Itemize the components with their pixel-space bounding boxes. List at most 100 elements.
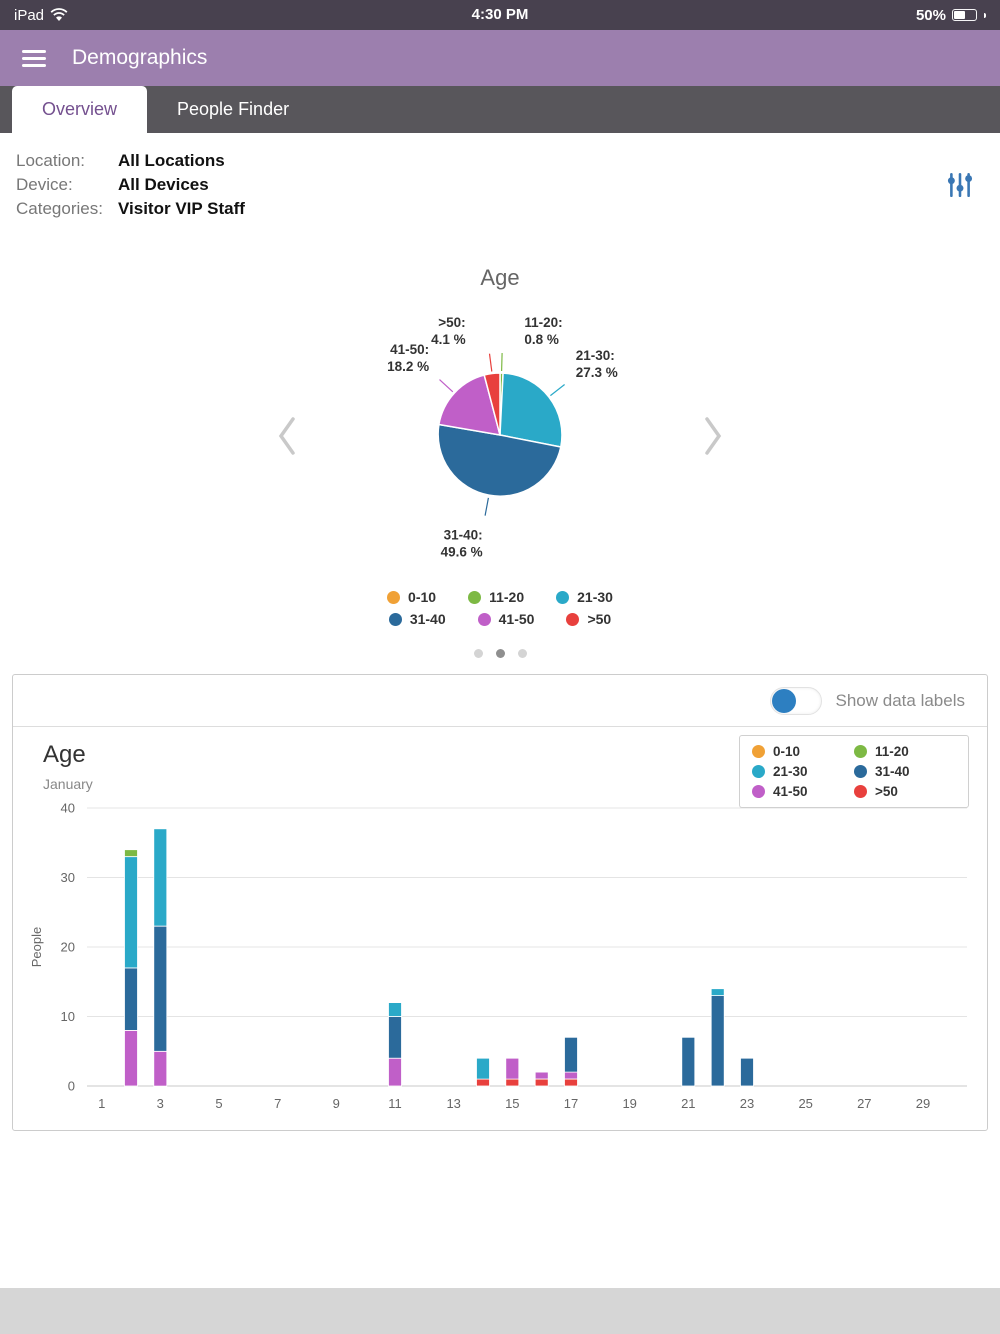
pie-chart-area: 11-20: 0.8 % 21-30: 27.3 % 31-40: 49.6 % 41-50…: [0, 297, 1000, 587]
legend-label: 41-50: [498, 611, 535, 627]
legend-dot: [387, 590, 401, 604]
carousel-next-button[interactable]: [700, 415, 726, 457]
battery-icon: [952, 9, 977, 21]
nav-bar: Demographics: [0, 30, 1000, 86]
legend-item-11-20[interactable]: 11-20: [468, 589, 524, 605]
legend-dot: [854, 745, 867, 758]
pie-label-11-20: 11-20: 0.8 %: [524, 315, 562, 347]
y-axis-title: People: [29, 927, 44, 967]
battery-percent: 50%: [915, 6, 946, 24]
menu-icon[interactable]: [22, 49, 46, 67]
bar-segment-day3-31-40[interactable]: [153, 925, 168, 1052]
carousel-prev-button[interactable]: [274, 415, 300, 457]
legend-label: 21-30: [577, 589, 613, 605]
filter-label: Categories:: [16, 199, 103, 218]
x-tick-label: 23: [740, 1096, 754, 1111]
filter-label: Location:: [16, 151, 85, 170]
pie-label-connector: [488, 353, 493, 372]
x-tick-label: 5: [215, 1096, 222, 1111]
bar-segment-day17->50[interactable]: [564, 1078, 578, 1087]
pie-label-connector: [439, 379, 454, 393]
filter-row-device: Device: All Devices: [16, 173, 245, 197]
bar-segment-day23-31-40[interactable]: [740, 1057, 754, 1087]
legend-dot: [388, 612, 402, 626]
bar-segment-day11-31-40[interactable]: [388, 1016, 402, 1059]
pie-slice-41-50[interactable]: [438, 374, 502, 436]
pie-label->50: >50: 4.1 %: [431, 315, 466, 347]
x-tick-label: 25: [798, 1096, 812, 1111]
legend-dot: [752, 745, 765, 758]
pie-slice-31-40[interactable]: [437, 423, 562, 497]
legend-item-31-40[interactable]: 31-40: [388, 611, 446, 627]
legend-item->50[interactable]: >50: [854, 784, 956, 799]
legend-label: 31-40: [875, 764, 910, 779]
legend-dot: [566, 612, 580, 626]
bar-segment-day17-31-40[interactable]: [564, 1036, 578, 1073]
bar-segment-day2-21-30[interactable]: [124, 856, 138, 969]
bar-segment-day3-41-50[interactable]: [153, 1050, 168, 1087]
legend-dot: [854, 765, 867, 778]
legend-item-41-50[interactable]: 41-50: [477, 611, 535, 627]
bar-segment-day16-41-50[interactable]: [534, 1071, 549, 1080]
filter-rows: Location: All Locations Device: All Devi…: [16, 149, 245, 221]
bar-segment-day11-41-50[interactable]: [388, 1057, 402, 1087]
x-tick-label: 13: [446, 1096, 460, 1111]
bar-segment-day3-21-30[interactable]: [153, 828, 168, 927]
y-tick-label: 40: [61, 801, 75, 816]
carousel-dot[interactable]: [517, 649, 527, 658]
show-data-labels-toggle[interactable]: [769, 686, 822, 715]
x-tick-label: 19: [622, 1096, 636, 1111]
bar-segment-day11-21-30[interactable]: [388, 1002, 402, 1017]
carousel-dot[interactable]: [495, 649, 505, 658]
legend-item-0-10[interactable]: 0-10: [387, 589, 436, 605]
bar-segment-day2-31-40[interactable]: [124, 967, 138, 1031]
pie-label-41-50: 41-50: 18.2 %: [387, 342, 429, 374]
filter-summary: Location: All Locations Device: All Devi…: [0, 133, 1000, 233]
filter-settings-icon[interactable]: [946, 171, 974, 204]
pie-slice-21-30[interactable]: [499, 372, 563, 448]
bar-segment-day14-21-30[interactable]: [476, 1057, 490, 1080]
legend-item-31-40[interactable]: 31-40: [854, 764, 956, 779]
tab-people-finder[interactable]: People Finder: [177, 99, 290, 119]
x-tick-label: 15: [505, 1096, 519, 1111]
page-title: Demographics: [72, 46, 208, 69]
tab-overview[interactable]: Overview: [12, 86, 148, 133]
bar-segment-day16->50[interactable]: [534, 1078, 549, 1087]
legend-label: 0-10: [408, 589, 437, 605]
bar-segment-day21-31-40[interactable]: [681, 1036, 696, 1087]
battery-tip: [984, 12, 986, 18]
pie-label-connector: [501, 352, 503, 372]
bar-segment-day22-21-30[interactable]: [710, 988, 725, 996]
bar-segment-day14->50[interactable]: [476, 1078, 490, 1087]
legend-label: 31-40: [409, 611, 446, 627]
status-time: 4:30 PM: [471, 6, 529, 23]
y-tick-label: 20: [61, 940, 75, 955]
wifi-icon: [50, 8, 68, 21]
pie-slice->50[interactable]: [483, 372, 501, 436]
carousel-dots: [0, 649, 1000, 658]
legend-label: 21-30: [773, 764, 808, 779]
bar-chart-legend: 0-10 11-20 21-30 31-40 41-50 >50: [739, 735, 969, 808]
filter-value: All Locations: [118, 151, 225, 170]
bar-segment-day2-11-20[interactable]: [124, 849, 138, 858]
x-tick-label: 1: [98, 1096, 105, 1111]
legend-item-21-30[interactable]: 21-30: [556, 589, 613, 605]
pie-label-connector: [550, 384, 565, 397]
pie-legend: 0-10 11-20 21-30 31-40 41-50 >50: [0, 589, 1000, 627]
legend-label: 41-50: [773, 784, 808, 799]
legend-item->50[interactable]: >50: [566, 611, 611, 627]
legend-dot: [752, 765, 765, 778]
carousel-dot[interactable]: [473, 649, 483, 658]
legend-item-0-10[interactable]: 0-10: [752, 744, 854, 759]
bar-segment-day2-41-50[interactable]: [124, 1029, 138, 1087]
legend-item-21-30[interactable]: 21-30: [752, 764, 854, 779]
legend-item-11-20[interactable]: 11-20: [854, 744, 956, 759]
bar-segment-day15->50[interactable]: [505, 1078, 520, 1087]
bar-segment-day15-41-50[interactable]: [505, 1057, 520, 1080]
bar-segment-day22-31-40[interactable]: [710, 995, 725, 1087]
legend-item-41-50[interactable]: 41-50: [752, 784, 854, 799]
y-tick-label: 30: [61, 870, 75, 885]
bar-segment-day17-41-50[interactable]: [564, 1071, 578, 1080]
